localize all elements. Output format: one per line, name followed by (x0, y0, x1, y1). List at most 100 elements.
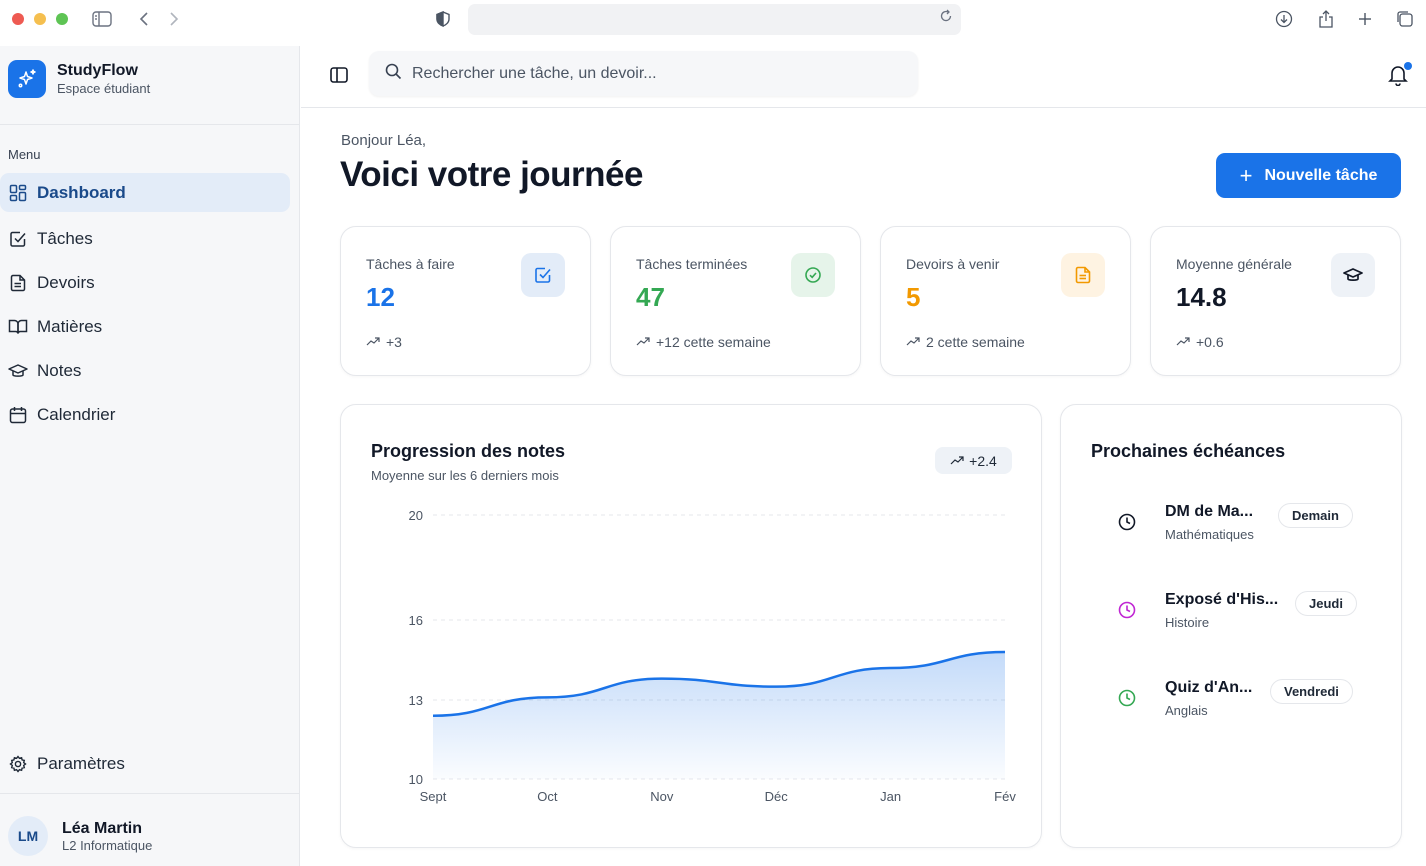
plus-icon: + (1239, 162, 1253, 188)
sidebar-item-dashboard[interactable]: Dashboard (0, 173, 290, 212)
sidebar-item-calendrier[interactable]: Calendrier (0, 393, 300, 437)
stat-trend-text: +12 cette semaine (656, 334, 771, 350)
deadline-item[interactable]: DM de Ma... Mathématiques Demain (1117, 503, 1367, 553)
sidebar-item-parametres[interactable]: Paramètres (8, 754, 125, 774)
stat-card-taches-a-faire[interactable]: Tâches à faire 12 +3 (340, 226, 591, 376)
deadline-item[interactable]: Exposé d'His... Histoire Jeudi (1117, 591, 1367, 641)
sidebar-toggle-icon[interactable] (92, 8, 112, 30)
sidebar-item-label: Dashboard (37, 182, 126, 202)
top-bar (301, 46, 1426, 108)
y-tick-label: 20 (409, 508, 423, 523)
forward-icon[interactable] (168, 8, 180, 30)
sidebar-item-matieres[interactable]: Matières (0, 305, 300, 349)
deadline-when-badge: Demain (1278, 503, 1353, 528)
new-task-label: Nouvelle tâche (1264, 166, 1378, 184)
deadline-subject: Anglais (1165, 703, 1208, 718)
stat-label: Tâches terminées (636, 256, 748, 272)
user-subtitle: L2 Informatique (62, 837, 153, 853)
minimize-window-button[interactable] (34, 13, 46, 25)
stat-card-moyenne-generale[interactable]: Moyenne générale 14.8 +0.6 (1150, 226, 1401, 376)
sidebar-item-label: Tâches (37, 229, 93, 248)
book-icon (8, 317, 28, 337)
sidebar-item-label: Calendrier (37, 405, 116, 424)
chart-badge-text: +2.4 (969, 452, 997, 469)
graduation-cap-icon (8, 361, 28, 381)
avatar: LM (8, 816, 48, 856)
user-name: Léa Martin (62, 819, 143, 837)
sidebar-nav: Dashboard Tâches Devoirs Matières Notes (0, 173, 300, 437)
divider (0, 124, 300, 125)
new-tab-icon[interactable] (1357, 8, 1373, 30)
deadline-item[interactable]: Quiz d'An... Anglais Vendredi (1117, 679, 1367, 729)
dashboard-icon (8, 183, 28, 203)
area-fill (433, 652, 1005, 779)
chart-subtitle: Moyenne sur les 6 derniers mois (371, 468, 559, 483)
y-tick-label: 13 (409, 693, 423, 708)
deadline-when-badge: Jeudi (1295, 591, 1357, 616)
gear-icon (8, 754, 28, 774)
grades-chart: 10 13 16 20 Sept Oct Nov Déc Jan Fév (409, 508, 1017, 804)
stat-label: Devoirs à venir (906, 256, 1000, 272)
tabs-icon[interactable] (1396, 8, 1414, 30)
deadline-name: Exposé d'His... (1165, 591, 1279, 608)
panel-toggle-icon[interactable] (329, 65, 349, 85)
notification-bell-icon[interactable] (1388, 62, 1412, 87)
settings-label: Paramètres (37, 754, 125, 773)
stat-trend: +3 (366, 334, 402, 350)
deadline-name: Quiz d'An... (1165, 679, 1253, 696)
share-icon[interactable] (1318, 8, 1334, 30)
deadline-subject: Histoire (1165, 615, 1210, 630)
sidebar-item-taches[interactable]: Tâches (0, 217, 300, 261)
x-tick-label: Jan (880, 789, 901, 804)
download-icon[interactable] (1275, 8, 1293, 30)
stat-card-devoirs-a-venir[interactable]: Devoirs à venir 5 2 cette semaine (880, 226, 1131, 376)
calendar-icon (8, 405, 28, 425)
browser-toolbar (0, 0, 1426, 38)
x-tick-label: Déc (765, 789, 789, 804)
close-window-button[interactable] (12, 13, 24, 25)
clock-icon (1117, 512, 1137, 532)
checkbox-icon (8, 229, 28, 249)
stat-trend-text: +0.6 (1196, 334, 1224, 350)
series-line (432, 650, 1006, 718)
x-tick-label: Nov (650, 789, 674, 804)
check-circle-icon (791, 253, 835, 297)
stat-card-taches-terminees[interactable]: Tâches terminées 47 +12 cette semaine (610, 226, 861, 376)
shield-icon[interactable] (436, 8, 450, 30)
zoom-window-button[interactable] (56, 13, 68, 25)
stat-label: Moyenne générale (1176, 256, 1292, 272)
chart-trend-badge: +2.4 (935, 447, 1012, 474)
clock-icon (1117, 688, 1137, 708)
stat-label: Tâches à faire (366, 256, 455, 272)
address-bar[interactable] (468, 4, 961, 35)
divider (0, 793, 300, 794)
search-icon (385, 63, 402, 85)
trend-up-icon (366, 337, 380, 346)
user-profile[interactable]: LM Léa Martin L2 Informatique (8, 816, 152, 856)
brand-subtitle: Espace étudiant (57, 81, 151, 96)
stat-value: 14.8 (1176, 282, 1227, 312)
sidebar-item-notes[interactable]: Notes (0, 349, 300, 393)
search-input[interactable] (412, 64, 892, 83)
back-icon[interactable] (138, 8, 150, 30)
deadline-when-badge: Vendredi (1270, 679, 1353, 704)
sidebar-item-label: Matières (37, 317, 103, 336)
reload-icon[interactable] (939, 9, 953, 27)
brand[interactable]: StudyFlow Espace étudiant (8, 60, 150, 98)
trend-up-icon (906, 337, 920, 346)
graduation-cap-icon (1331, 253, 1375, 297)
new-task-button[interactable]: + Nouvelle tâche (1216, 153, 1401, 198)
sparkles-icon (8, 60, 46, 98)
search-box[interactable] (369, 51, 918, 96)
y-tick-label: 16 (409, 613, 423, 628)
deadline-subject: Mathématiques (1165, 527, 1254, 542)
document-icon (8, 273, 28, 293)
x-tick-label: Oct (537, 789, 558, 804)
sidebar-item-devoirs[interactable]: Devoirs (0, 261, 300, 305)
stat-value: 47 (636, 282, 665, 312)
deadlines-title: Prochaines échéances (1091, 441, 1286, 461)
deadlines-card: Prochaines échéances DM de Ma... Mathéma… (1060, 404, 1402, 848)
greeting: Bonjour Léa, (341, 132, 427, 149)
stat-trend: +12 cette semaine (636, 334, 771, 350)
stat-trend: +0.6 (1176, 334, 1224, 350)
